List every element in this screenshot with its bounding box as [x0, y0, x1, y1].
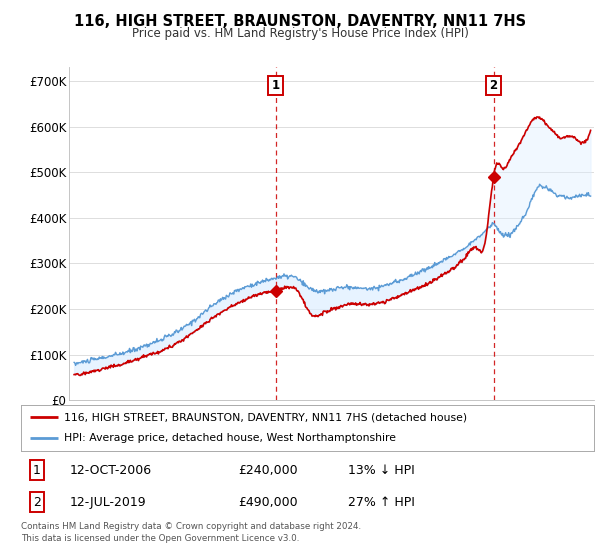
- Text: 116, HIGH STREET, BRAUNSTON, DAVENTRY, NN11 7HS: 116, HIGH STREET, BRAUNSTON, DAVENTRY, N…: [74, 14, 526, 29]
- Text: 12-JUL-2019: 12-JUL-2019: [70, 496, 146, 508]
- Text: 116, HIGH STREET, BRAUNSTON, DAVENTRY, NN11 7HS (detached house): 116, HIGH STREET, BRAUNSTON, DAVENTRY, N…: [64, 412, 467, 422]
- Text: 12-OCT-2006: 12-OCT-2006: [70, 464, 152, 477]
- Text: 1: 1: [272, 79, 280, 92]
- Text: 2: 2: [490, 79, 497, 92]
- Text: HPI: Average price, detached house, West Northamptonshire: HPI: Average price, detached house, West…: [64, 433, 396, 444]
- Text: £240,000: £240,000: [239, 464, 298, 477]
- Text: 13% ↓ HPI: 13% ↓ HPI: [347, 464, 415, 477]
- Text: 1: 1: [33, 464, 41, 477]
- Text: Price paid vs. HM Land Registry's House Price Index (HPI): Price paid vs. HM Land Registry's House …: [131, 27, 469, 40]
- Text: 2: 2: [33, 496, 41, 508]
- Text: 27% ↑ HPI: 27% ↑ HPI: [347, 496, 415, 508]
- Text: Contains HM Land Registry data © Crown copyright and database right 2024.
This d: Contains HM Land Registry data © Crown c…: [21, 522, 361, 543]
- Text: £490,000: £490,000: [239, 496, 298, 508]
